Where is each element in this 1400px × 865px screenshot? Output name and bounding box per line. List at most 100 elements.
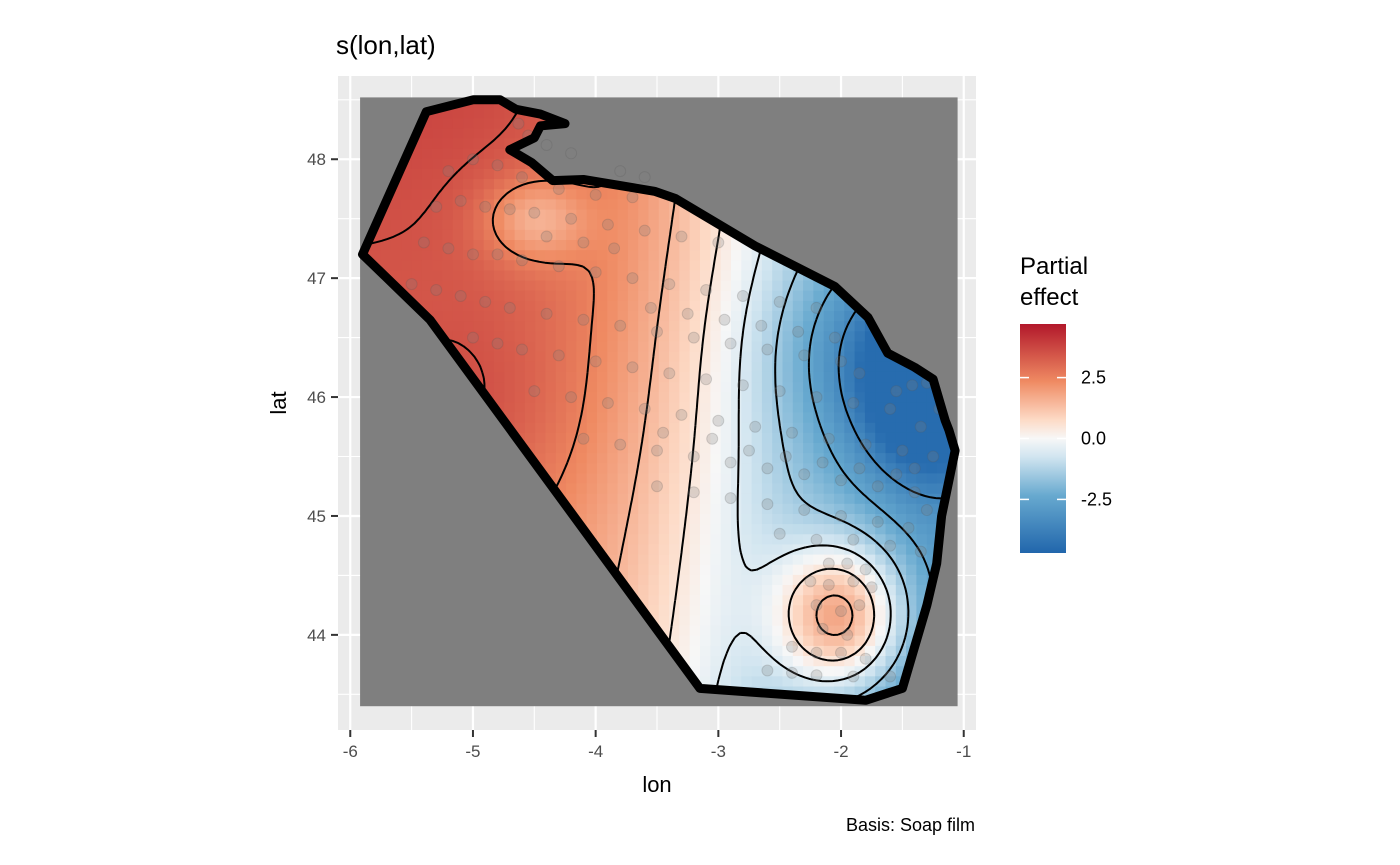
surface-cell	[720, 290, 732, 301]
surface-cell	[844, 554, 856, 565]
surface-cell	[586, 442, 598, 454]
surface-cell	[638, 523, 650, 535]
surface-cell	[937, 442, 948, 454]
surface-cell	[834, 422, 845, 433]
observation-point	[589, 355, 602, 368]
legend-title-line1: Partial	[1020, 253, 1088, 280]
surface-cell	[823, 351, 835, 362]
surface-cell	[535, 259, 547, 271]
observation-point	[749, 420, 762, 433]
surface-cell	[720, 361, 732, 372]
surface-cell	[638, 340, 650, 352]
surface-cell	[524, 412, 536, 423]
surface-cell	[658, 381, 670, 393]
surface-cell	[483, 269, 495, 281]
surface-cell	[844, 564, 856, 575]
observation-point	[847, 670, 860, 683]
surface-cell	[576, 381, 588, 393]
surface-cell	[906, 564, 917, 575]
surface-cell	[597, 513, 608, 525]
surface-cell	[875, 655, 887, 667]
surface-cell	[648, 574, 660, 585]
surface-cell	[627, 209, 639, 220]
surface-cell	[452, 117, 464, 129]
surface-cell	[792, 412, 804, 423]
surface-cell	[586, 412, 598, 423]
surface-cell	[772, 442, 784, 454]
surface-cell	[638, 462, 650, 474]
surface-cell	[545, 209, 557, 220]
surface-cell	[741, 483, 753, 494]
surface-cell	[792, 584, 804, 596]
surface-cell	[442, 259, 454, 271]
surface-cell	[834, 493, 845, 504]
surface-cell	[772, 543, 784, 555]
surface-cell	[669, 503, 680, 514]
observation-point	[577, 313, 590, 326]
surface-cell	[823, 665, 835, 677]
surface-cell	[731, 594, 742, 606]
surface-cell	[700, 391, 711, 403]
surface-cell	[700, 655, 711, 667]
surface-cell	[658, 300, 670, 311]
surface-cell	[617, 310, 629, 322]
surface-cell	[689, 584, 701, 596]
surface-cell	[864, 452, 876, 464]
surface-cell	[854, 483, 866, 494]
surface-cell	[638, 543, 650, 555]
surface-cell	[627, 412, 639, 423]
surface-cell	[761, 472, 773, 484]
surface-cell	[751, 625, 763, 636]
surface-cell	[834, 554, 845, 565]
surface-cell	[432, 310, 444, 322]
surface-cell	[514, 239, 526, 251]
surface-cell	[772, 675, 784, 687]
surface-cell	[792, 533, 804, 545]
surface-cell	[700, 259, 711, 271]
surface-cell	[782, 543, 794, 555]
surface-cell	[617, 330, 629, 342]
surface-cell	[803, 381, 814, 393]
surface-cell	[566, 209, 577, 220]
surface-cell	[710, 604, 722, 616]
surface-cell	[473, 188, 485, 200]
surface-cell	[597, 280, 608, 291]
observation-point	[552, 349, 565, 362]
surface-cell	[545, 330, 557, 342]
surface-cell	[452, 330, 464, 342]
surface-cell	[834, 300, 845, 311]
surface-cell	[844, 472, 856, 484]
surface-cell	[803, 543, 814, 555]
surface-cell	[731, 290, 742, 301]
surface-cell	[720, 269, 732, 281]
surface-cell	[751, 543, 763, 555]
surface-cell	[607, 401, 619, 413]
surface-cell	[700, 675, 711, 687]
surface-cell	[689, 259, 701, 271]
surface-cell	[916, 523, 928, 535]
surface-cell	[658, 625, 670, 636]
surface-cell	[545, 320, 557, 332]
surface-cell	[576, 320, 588, 332]
surface-cell	[597, 351, 608, 362]
surface-cell	[524, 178, 536, 190]
surface-cell	[669, 310, 680, 322]
surface-cell	[658, 310, 670, 322]
surface-cell	[875, 472, 887, 484]
surface-cell	[895, 381, 907, 393]
surface-cell	[782, 503, 794, 514]
surface-cell	[524, 422, 536, 433]
surface-cell	[803, 685, 814, 697]
surface-cell	[442, 127, 454, 139]
surface-cell	[679, 462, 691, 474]
surface-cell	[679, 483, 691, 494]
surface-cell	[700, 401, 711, 413]
surface-cell	[731, 584, 742, 596]
surface-cell	[782, 483, 794, 494]
x-tick-label: -6	[343, 742, 358, 761]
observation-point	[626, 361, 639, 374]
surface-cell	[731, 635, 742, 646]
surface-cell	[751, 675, 763, 687]
surface-cell	[452, 138, 464, 149]
surface-cell	[524, 239, 536, 251]
